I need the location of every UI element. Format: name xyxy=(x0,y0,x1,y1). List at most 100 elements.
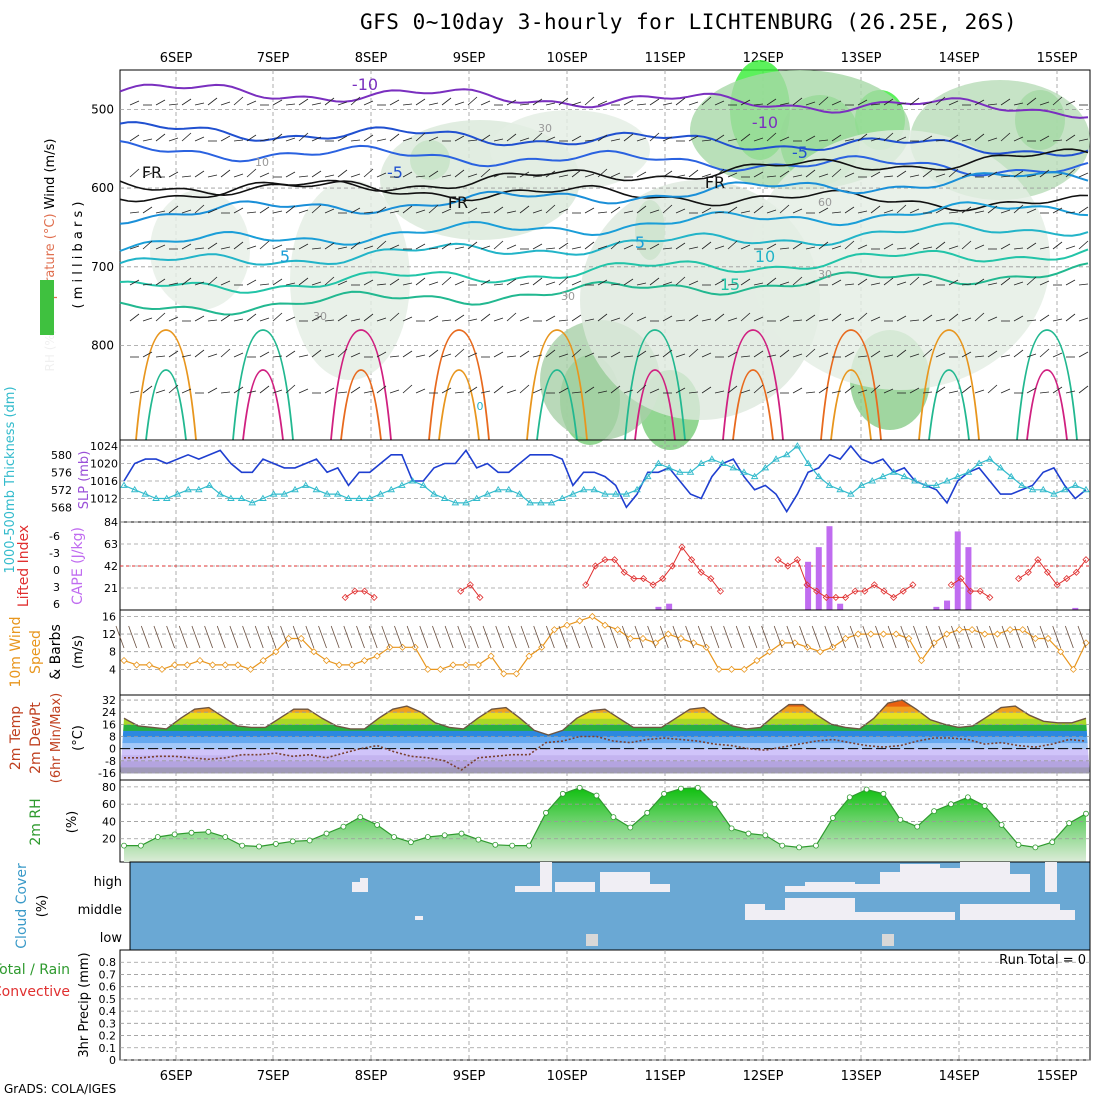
thickness-marker xyxy=(1018,481,1026,488)
wind-barb xyxy=(1026,353,1037,358)
wind-barb xyxy=(831,245,842,250)
wind-barb xyxy=(636,171,647,178)
wind-speed-marker xyxy=(120,656,128,665)
wind-barb xyxy=(545,102,556,106)
isotherm-line xyxy=(119,171,1089,225)
thickness-marker xyxy=(750,472,759,480)
rh-marker xyxy=(357,814,364,821)
wind-speed-marker xyxy=(753,656,761,665)
wind-barb xyxy=(857,278,868,286)
thickness-marker xyxy=(601,490,609,497)
thickness-marker xyxy=(537,499,545,506)
wind-barb xyxy=(389,99,400,106)
cape-bar xyxy=(944,600,951,610)
wind-barb xyxy=(935,96,946,106)
thickness-marker xyxy=(761,464,770,471)
wind-barb xyxy=(714,100,725,106)
wind-barb xyxy=(662,102,673,106)
wind-barb xyxy=(805,246,816,250)
top-date-label: 8SEP xyxy=(355,51,388,66)
thickness-marker xyxy=(301,481,310,488)
wind-barb xyxy=(254,625,264,649)
wind-barb xyxy=(181,388,192,394)
cape-bar xyxy=(837,603,844,610)
wind-barb xyxy=(935,173,946,178)
thickness-marker xyxy=(836,485,844,493)
wind-barb xyxy=(402,103,413,106)
wind-barb xyxy=(948,134,959,142)
wind-barb xyxy=(987,282,998,286)
rh-marker xyxy=(374,822,381,828)
wind-barb xyxy=(376,172,387,178)
wind-barb xyxy=(1052,139,1063,142)
wind-barb xyxy=(773,625,783,649)
wind-barb xyxy=(1026,387,1037,394)
wind-barb xyxy=(1026,276,1037,286)
wind-speed-marker xyxy=(715,665,723,673)
wind-barb xyxy=(204,625,213,649)
thickness-marker xyxy=(526,499,534,506)
wind-barb xyxy=(457,625,467,649)
wind-barb xyxy=(402,316,413,322)
wind-barb xyxy=(402,171,413,178)
wind-tick-label: 16 xyxy=(102,610,116,623)
wind-barb xyxy=(1065,313,1076,322)
wind-barb xyxy=(194,281,205,286)
wind-barb xyxy=(571,314,582,322)
wind-barb xyxy=(610,172,621,178)
wind-barb xyxy=(1026,208,1037,214)
wind-barb xyxy=(740,355,751,358)
wind-barb xyxy=(844,206,855,214)
wind-barb xyxy=(532,354,543,358)
wind-barb xyxy=(520,625,530,649)
wind-barb xyxy=(1052,96,1063,106)
thickness-marker xyxy=(569,490,577,497)
thickness-marker xyxy=(248,499,257,506)
wind-barb xyxy=(818,173,829,178)
wind-barb xyxy=(389,133,400,142)
wind-barb xyxy=(818,241,829,250)
wind-barb xyxy=(1039,625,1049,649)
thickness-marker xyxy=(398,481,406,488)
wind-barb xyxy=(584,241,595,250)
wind-barb xyxy=(415,98,426,106)
wind-barb xyxy=(1052,241,1063,250)
wind-barb xyxy=(844,283,855,286)
wind-barb xyxy=(207,174,218,178)
thickness-tick-label: 580 xyxy=(51,449,72,462)
wind-barb xyxy=(428,281,439,286)
wind-barb xyxy=(467,386,478,394)
wind-barb xyxy=(1026,319,1037,322)
temp-tick-label: 0 xyxy=(109,743,116,756)
wind-barb xyxy=(168,171,179,178)
wind-barb xyxy=(1013,136,1024,142)
wind-barb xyxy=(766,98,777,106)
contour-label: -10 xyxy=(752,113,778,132)
wind-barb xyxy=(909,276,920,286)
thickness-marker xyxy=(921,481,930,488)
wind-barb xyxy=(831,134,842,142)
wind-barb xyxy=(987,350,998,358)
wind-barb xyxy=(324,97,335,106)
cape-ylabel: CAPE (J/kg) xyxy=(70,527,86,605)
wind-speed-marker xyxy=(550,626,558,634)
wind-barb xyxy=(558,97,569,106)
wind-barb xyxy=(115,625,125,649)
wind-barb xyxy=(1078,283,1089,286)
top-date-label: 9SEP xyxy=(453,51,486,66)
wind-barb xyxy=(727,351,738,358)
wind-speed-marker xyxy=(310,648,318,656)
cloud-row-label: middle xyxy=(78,903,122,918)
contour-label: -10 xyxy=(352,75,378,94)
rh-marker xyxy=(880,790,887,797)
wind-barb xyxy=(792,174,803,178)
wind-barb xyxy=(207,242,218,250)
thickness-marker xyxy=(825,481,834,488)
temp-ylabel-3: (6hr Min/Max) xyxy=(49,693,64,783)
wind-barb xyxy=(337,391,348,394)
wind-barb xyxy=(207,276,218,286)
wind-speed-marker xyxy=(614,626,622,634)
wind-barb xyxy=(454,169,465,178)
wind-barb xyxy=(571,135,582,142)
rh-marker xyxy=(289,838,296,845)
